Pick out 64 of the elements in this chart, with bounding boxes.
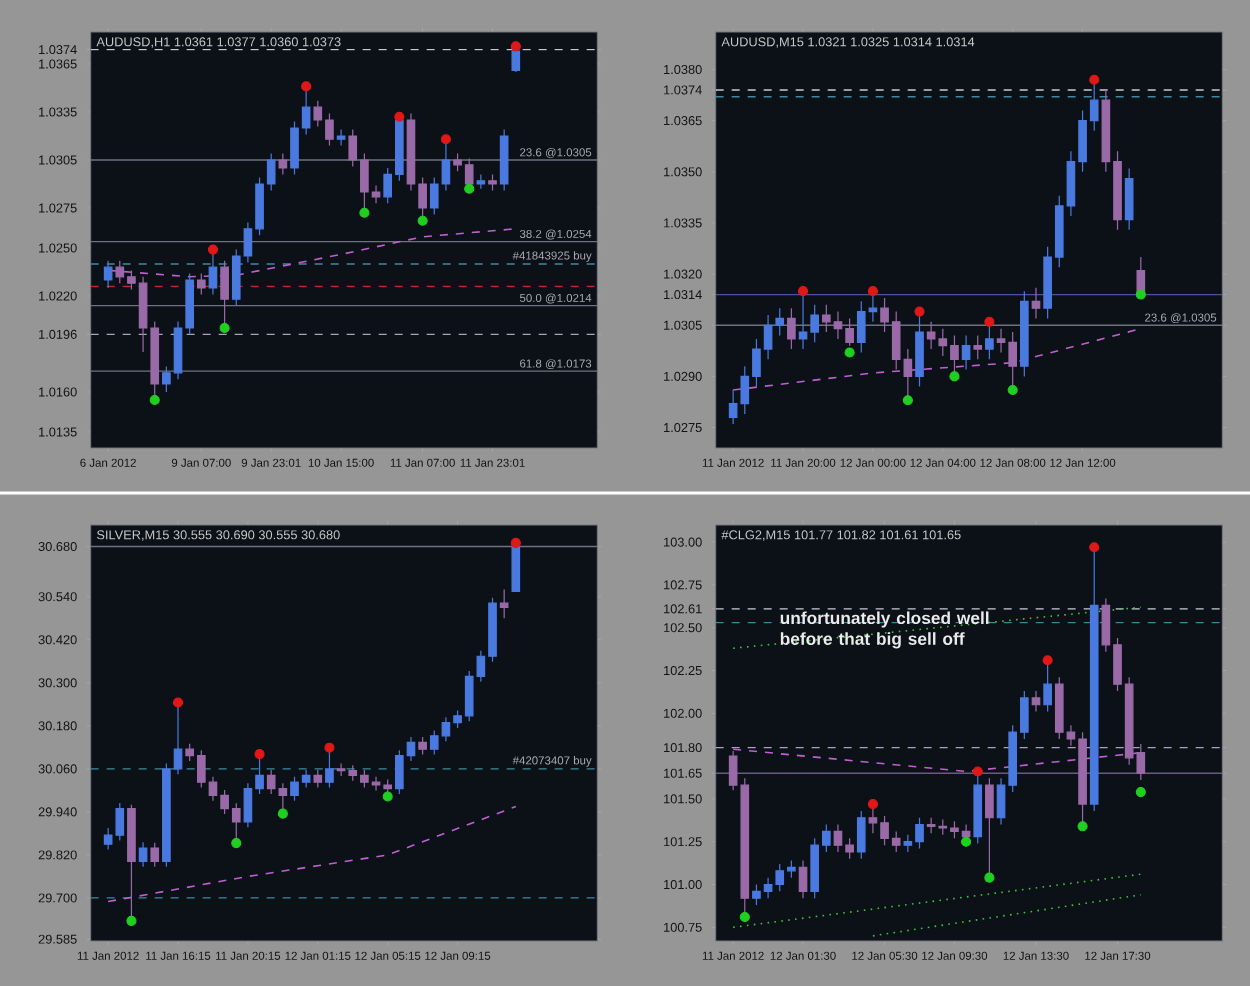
point — [961, 836, 972, 847]
candlestick — [313, 769, 323, 789]
candlestick — [798, 859, 808, 899]
candlestick — [499, 588, 509, 619]
point — [1135, 289, 1146, 300]
point — [984, 872, 995, 883]
point — [949, 371, 960, 382]
candlestick — [150, 842, 160, 868]
point — [984, 316, 995, 327]
point — [254, 749, 265, 760]
candlestick — [103, 260, 113, 289]
candlestick — [961, 334, 971, 371]
candlestick — [336, 128, 346, 147]
point — [914, 306, 925, 317]
point — [219, 322, 230, 334]
point — [867, 798, 878, 810]
point — [172, 697, 184, 708]
candlestick — [1043, 659, 1052, 713]
point — [231, 838, 242, 849]
candlestick — [1124, 167, 1134, 231]
candlestick — [1020, 290, 1029, 377]
point — [324, 742, 335, 753]
point — [1042, 655, 1053, 666]
candlestick — [787, 307, 796, 350]
point — [972, 766, 983, 777]
point — [464, 183, 475, 194]
candlestick — [418, 736, 427, 756]
point — [207, 244, 219, 255]
point — [739, 911, 750, 923]
line-series — [107, 805, 517, 903]
candlestick — [1031, 690, 1041, 713]
point — [1007, 384, 1018, 396]
point — [394, 111, 405, 122]
point — [867, 286, 878, 297]
candlestick — [973, 334, 983, 360]
point — [510, 41, 521, 52]
point — [1089, 542, 1100, 553]
point — [359, 207, 370, 218]
candlestick — [1031, 287, 1041, 320]
point — [1089, 74, 1100, 85]
candlestick — [856, 810, 866, 860]
point — [149, 394, 160, 406]
candlestick — [488, 173, 497, 191]
point — [382, 791, 393, 802]
point — [1135, 786, 1146, 798]
candlestick — [138, 841, 148, 868]
point — [417, 215, 428, 226]
candlestick — [1089, 546, 1099, 812]
point — [301, 81, 312, 92]
point — [1077, 821, 1088, 832]
point — [844, 347, 855, 358]
point — [126, 915, 137, 926]
point — [277, 808, 288, 819]
candlestick — [127, 804, 136, 922]
point — [902, 395, 913, 406]
point — [510, 537, 521, 548]
point — [440, 134, 451, 145]
candlestick — [196, 272, 206, 295]
line-series — [732, 327, 1142, 391]
candlestick — [499, 128, 509, 191]
candlestick — [476, 173, 486, 190]
candlestick — [278, 152, 288, 175]
annotation: unfortunately closed well before that big sell off — [780, 611, 989, 649]
point — [797, 286, 809, 297]
